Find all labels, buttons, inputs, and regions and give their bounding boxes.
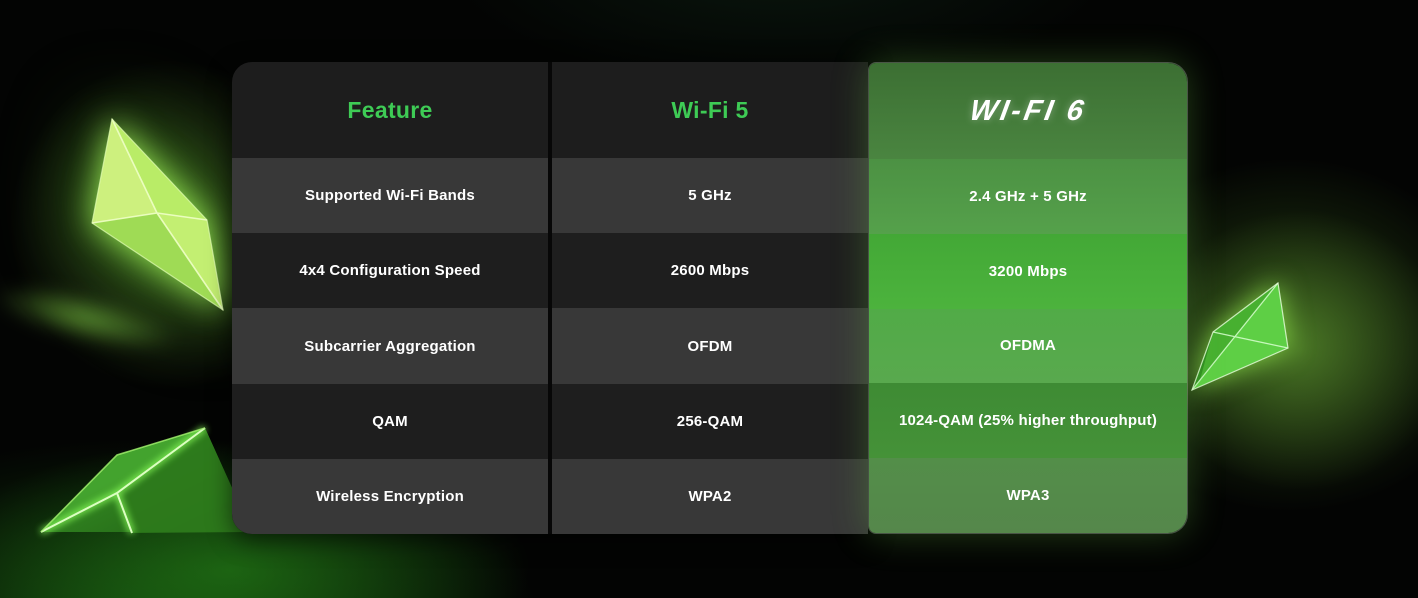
wifi5-column: Wi-Fi 5 5 GHz 2600 Mbps OFDM 256-QAM WPA… (552, 62, 868, 534)
table-cell: Supported Wi-Fi Bands (232, 158, 548, 234)
wifi5-header-cell: Wi-Fi 5 (552, 62, 868, 158)
wifi6-value: 3200 Mbps (988, 262, 1068, 280)
wifi6-value: WPA3 (1006, 487, 1050, 505)
table-cell: 2.4 GHz + 5 GHz (869, 159, 1187, 234)
table-cell: Wireless Encryption (232, 458, 548, 534)
bottom-left-polygon-icon (39, 425, 252, 535)
light-beam-streak (0, 272, 183, 364)
table-cell: 5 GHz (552, 158, 868, 234)
wifi5-value: 2600 Mbps (670, 262, 750, 280)
table-cell: Subcarrier Aggregation (232, 308, 548, 384)
feature-column: Feature Supported Wi-Fi Bands 4x4 Config… (232, 62, 548, 534)
wifi6-column: WI-FI 6 2.4 GHz + 5 GHz 3200 Mbps OFDMA … (868, 62, 1188, 534)
feature-header-cell: Feature (232, 62, 548, 158)
wifi6-value: 1024-QAM (25% higher throughput) (898, 412, 1158, 430)
feature-header-label: Feature (347, 96, 433, 123)
feature-label: QAM (372, 412, 408, 430)
feature-label: 4x4 Configuration Speed (299, 262, 481, 280)
wifi5-header-label: Wi-Fi 5 (671, 96, 749, 123)
table-cell: OFDM (552, 308, 868, 384)
wifi5-value: 5 GHz (688, 187, 732, 205)
feature-label: Wireless Encryption (316, 487, 464, 505)
feature-wifi5-panel: Feature Supported Wi-Fi Bands 4x4 Config… (232, 62, 868, 534)
table-cell: QAM (232, 383, 548, 459)
right-crystal-icon (1190, 281, 1289, 392)
feature-label: Supported Wi-Fi Bands (305, 187, 475, 205)
table-cell: 1024-QAM (25% higher throughput) (869, 383, 1187, 459)
wifi5-value: WPA2 (688, 487, 732, 505)
wifi6-header-cell: WI-FI 6 (869, 63, 1187, 159)
feature-label: Subcarrier Aggregation (304, 337, 476, 355)
table-cell: 3200 Mbps (869, 233, 1187, 309)
table-cell: OFDMA (869, 308, 1187, 384)
wifi5-value: OFDM (687, 337, 733, 355)
comparison-table: Feature Supported Wi-Fi Bands 4x4 Config… (232, 62, 1188, 534)
table-cell: WPA3 (869, 458, 1187, 533)
table-cell: 256-QAM (552, 383, 868, 459)
right-crystal-glow (1150, 210, 1418, 490)
table-cell: 2600 Mbps (552, 233, 868, 309)
wifi6-value: OFDMA (1000, 337, 1056, 355)
table-cell: WPA2 (552, 458, 868, 534)
table-cell: 4x4 Configuration Speed (232, 233, 548, 309)
wifi5-value: 256-QAM (676, 412, 744, 430)
wifi6-value: 2.4 GHz + 5 GHz (969, 187, 1087, 205)
wifi6-logo: WI-FI 6 (967, 94, 1089, 127)
